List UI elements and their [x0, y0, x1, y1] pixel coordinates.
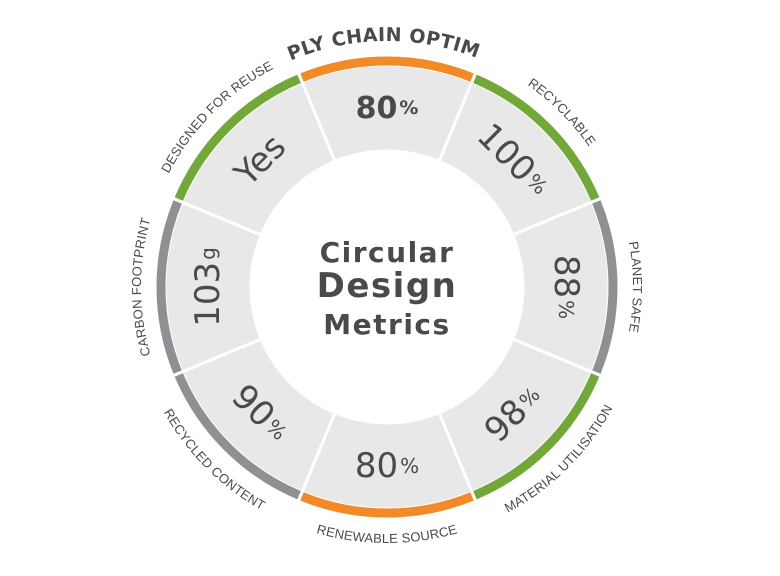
arc-supply-chain-optimized — [300, 56, 474, 82]
label-carbon-footprint: CARBON FOOTPRINT — [129, 216, 153, 358]
value-unit-supply-chain-optimized: % — [399, 97, 418, 119]
center-title-line-2: Design — [317, 266, 458, 306]
value-unit-renewable-source: % — [400, 454, 419, 478]
label-planet-safe: PLANET SAFE — [626, 240, 645, 334]
label-text-supply-chain-optimized: SUPPLY CHAIN OPTIMIZED — [0, 0, 482, 65]
value-number-supply-chain-optimized: 80 — [356, 91, 398, 126]
arc-renewable-source — [300, 492, 474, 518]
arc-planet-safe — [592, 200, 618, 374]
value-renewable-source: 80% — [355, 446, 419, 486]
arc-designed-for-reuse — [174, 74, 301, 201]
label-text-carbon-footprint: CARBON FOOTPRINT — [129, 216, 153, 358]
arc-material-utilisation — [473, 373, 600, 500]
center-title-line-1: Circular — [320, 236, 455, 269]
value-unit-carbon-footprint: g — [196, 247, 220, 260]
arc-carbon-footprint — [156, 200, 182, 374]
value-supply-chain-optimized: 80% — [356, 91, 419, 126]
value-unit-planet-safe: % — [554, 300, 578, 319]
center-title-line-3: Metrics — [323, 308, 450, 341]
arc-recyclable — [473, 74, 600, 201]
label-text-renewable-source: RENEWABLE SOURCE — [315, 521, 458, 546]
outer-arcs — [156, 56, 618, 518]
arc-recycled-content — [174, 373, 301, 500]
center-disc — [251, 151, 523, 423]
value-carbon-footprint: 103 g — [188, 247, 228, 327]
label-text-planet-safe: PLANET SAFE — [626, 240, 645, 334]
value-number-planet-safe: 88 — [546, 255, 586, 298]
value-planet-safe: 88% — [546, 255, 586, 319]
label-renewable-source: RENEWABLE SOURCE — [315, 521, 459, 546]
value-number-carbon-footprint: 103 — [188, 262, 228, 327]
value-number-renewable-source: 80 — [355, 446, 398, 486]
label-supply-chain-optimized: SUPPLY CHAIN OPTIMIZED — [0, 0, 483, 65]
